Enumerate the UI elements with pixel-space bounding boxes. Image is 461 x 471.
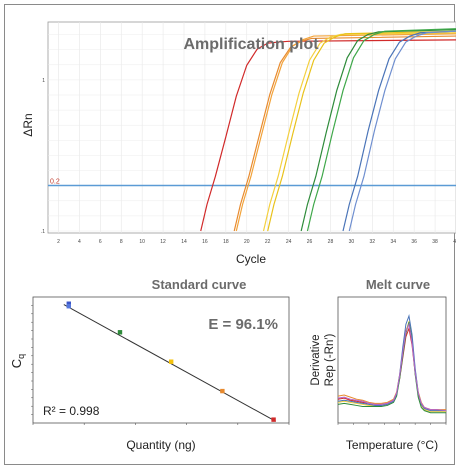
cycle-tick-label: 28 <box>328 239 334 245</box>
cq-axis-label: Cq <box>9 354 26 368</box>
cycle-axis-label: Cycle <box>236 252 266 266</box>
cycle-tick-label: 20 <box>244 239 250 245</box>
standard-curve: Standard curve Quantity (ng) Cq E = 96.1% R²… <box>9 277 290 452</box>
amplification-curve <box>200 39 456 232</box>
melt-curve-line <box>337 322 446 414</box>
melt-curve: Melt curve Temperature (°C) Derivative Rep … <box>310 277 447 452</box>
cycle-tick-label: 26 <box>307 239 313 245</box>
cycle-tick-label: 4 <box>78 239 81 245</box>
amplification-curves <box>200 28 456 232</box>
cycle-tick-label: 22 <box>265 239 271 245</box>
quantity-axis-label: Quantity (ng) <box>126 438 195 452</box>
cycle-tick-label: 32 <box>370 239 376 245</box>
amplification-curve <box>306 28 456 232</box>
qpcr-figure: 0.2246810121416182022242628303234363840.… <box>9 21 459 452</box>
standard-curve-point <box>168 359 174 364</box>
r-squared-annotation: R² = 0.998 <box>43 404 100 418</box>
standard-curve-point <box>66 304 71 309</box>
standard-curve-point <box>66 301 71 306</box>
cycle-tick-label: 30 <box>349 239 355 245</box>
melt-curve-title: Melt curve <box>366 277 430 292</box>
cycle-tick-label: 16 <box>202 239 208 245</box>
cycle-tick-label: 24 <box>286 239 292 245</box>
standard-curve-point <box>271 417 276 422</box>
standard-curve-area <box>32 296 290 424</box>
temperature-axis-label: Temperature (°C) <box>346 438 438 452</box>
melt-y-axis-label-line: Derivative <box>310 334 322 385</box>
cycle-tick-label: 10 <box>139 239 145 245</box>
melt-curve-line <box>337 322 447 412</box>
cycle-tick-label: 8 <box>120 239 123 245</box>
melt-y-axis-label: Derivative Rep (-Rn′) <box>310 334 336 387</box>
melt-curve-area <box>337 296 447 424</box>
cq-axis-label-main: C <box>9 359 24 368</box>
drn-tick-label: 1 <box>42 78 45 84</box>
amplification-curve <box>262 32 456 232</box>
cycle-tick-label: 38 <box>432 239 438 245</box>
amplification-plot: 0.2246810121416182022242628303234363840.… <box>21 21 459 266</box>
cycle-tick-label: 6 <box>99 239 102 245</box>
amplification-curve <box>348 30 456 232</box>
cq-axis-label-subscript: q <box>16 354 26 359</box>
melt-y-axis-label-line: Rep (-Rn′) <box>324 334 336 387</box>
standard-curve-point <box>117 330 123 335</box>
figure-frame: 0.2246810121416182022242628303234363840.… <box>4 4 459 465</box>
drn-tick-label: .1 <box>41 229 45 235</box>
cycle-tick-label: 2 <box>57 239 60 245</box>
cycle-tick-label: 36 <box>411 239 417 245</box>
amplification-plot-title: Amplification plot <box>183 36 319 53</box>
amplification-curve <box>235 33 456 232</box>
threshold-label: 0.2 <box>50 179 60 186</box>
cycle-tick-label: 14 <box>181 239 187 245</box>
cycle-tick-label: 40 <box>453 239 456 245</box>
efficiency-annotation: E = 96.1% <box>208 316 278 333</box>
amplification-curve <box>267 30 456 232</box>
cycle-tick-label: 12 <box>160 239 166 245</box>
cycle-tick-label: 18 <box>223 239 229 245</box>
amplification-curve <box>342 30 456 232</box>
cycle-tick-label: 34 <box>390 239 396 245</box>
standard-curve-title: Standard curve <box>152 277 247 292</box>
amplification-curve <box>300 29 456 232</box>
amplification-curve <box>233 35 456 232</box>
drn-axis-label: ΔRn <box>21 113 35 136</box>
standard-curve-point <box>220 388 225 394</box>
amplification-plot-area <box>47 21 457 234</box>
